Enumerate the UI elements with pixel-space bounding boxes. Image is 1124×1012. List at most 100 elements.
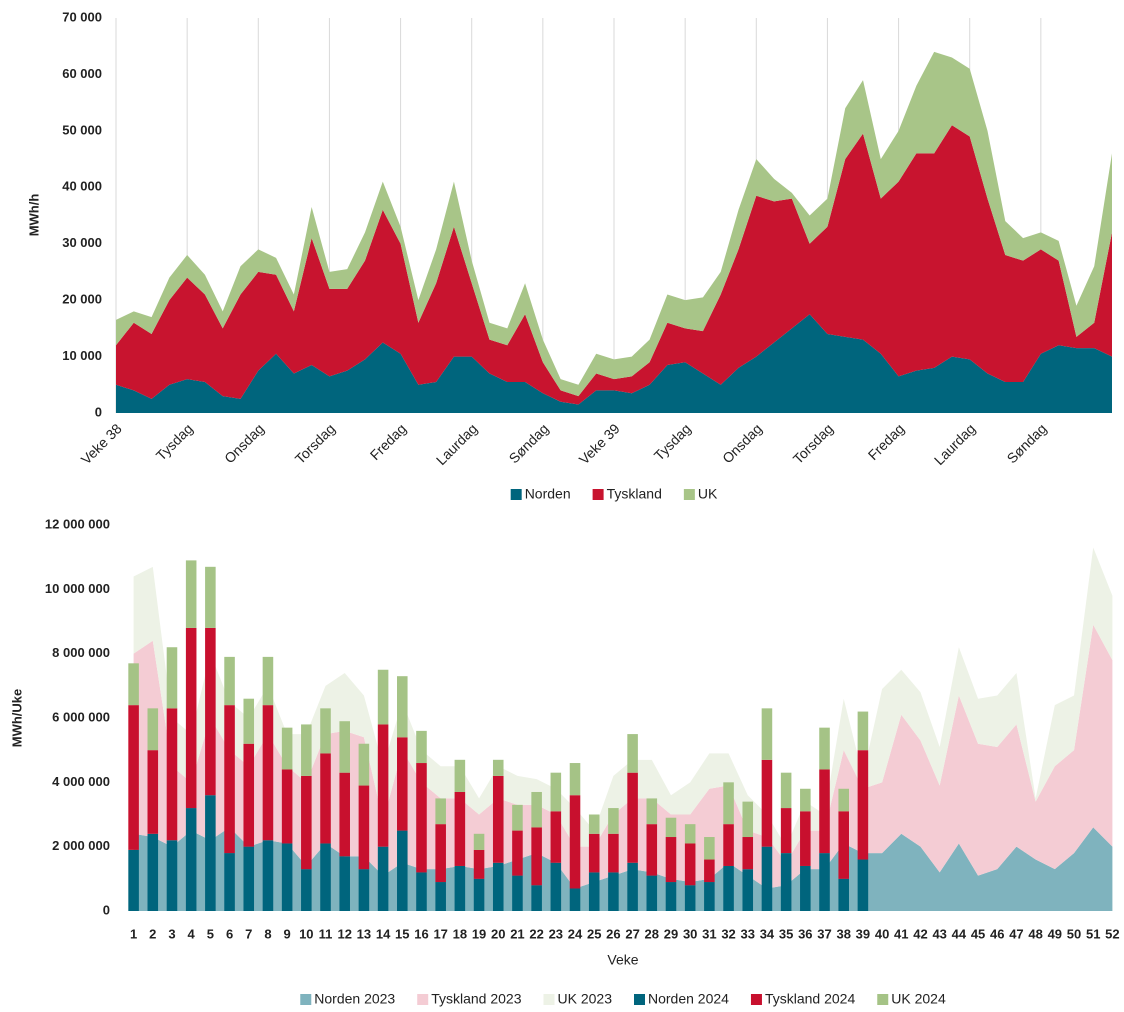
bar bbox=[588, 814, 600, 834]
bar bbox=[128, 663, 139, 706]
legend-label: UK bbox=[698, 486, 718, 502]
bar bbox=[684, 824, 696, 844]
x-tick-label: 35 bbox=[779, 926, 793, 941]
bar bbox=[147, 750, 159, 834]
bar bbox=[358, 743, 370, 786]
bar bbox=[166, 647, 178, 709]
y-tick-label: 0 bbox=[95, 404, 102, 419]
x-tick-label: 33 bbox=[741, 926, 755, 941]
x-tick-label: 20 bbox=[491, 926, 505, 941]
x-tick-label: 45 bbox=[971, 926, 985, 941]
area bbox=[116, 51, 1112, 397]
legend-swatch bbox=[300, 994, 312, 1005]
x-tick-label: Torsdag bbox=[790, 420, 837, 467]
x-tick-label: 2 bbox=[149, 926, 156, 941]
bar bbox=[492, 775, 504, 863]
y-tick-label: 8 000 000 bbox=[52, 645, 110, 660]
bar bbox=[435, 882, 446, 911]
x-tick-label: 49 bbox=[1048, 926, 1062, 941]
x-tick-label: 16 bbox=[414, 926, 428, 941]
legend-swatch bbox=[417, 994, 429, 1005]
bar bbox=[627, 734, 638, 773]
bar bbox=[819, 853, 830, 911]
x-tick-label: 8 bbox=[264, 926, 271, 941]
bar bbox=[473, 878, 485, 911]
y-tick-label: 10 000 bbox=[62, 348, 102, 363]
x-tick-label: Søndag bbox=[506, 420, 552, 466]
bar bbox=[742, 801, 754, 838]
bar bbox=[742, 837, 754, 870]
legend-label: Tyskland 2024 bbox=[765, 991, 855, 1007]
legend-label: Norden bbox=[525, 486, 571, 502]
x-tick-label: 22 bbox=[529, 926, 543, 941]
bar bbox=[243, 846, 255, 911]
bar bbox=[531, 885, 542, 911]
x-tick-label: 9 bbox=[284, 926, 291, 941]
x-tick-label: 30 bbox=[683, 926, 697, 941]
bar bbox=[281, 769, 293, 844]
area bbox=[116, 314, 1112, 413]
bar bbox=[838, 878, 849, 911]
bar bbox=[166, 708, 178, 841]
y-tick-label: 50 000 bbox=[62, 122, 102, 137]
bar bbox=[800, 811, 811, 866]
bar bbox=[569, 763, 581, 796]
x-tick-label: 7 bbox=[245, 926, 252, 941]
bar bbox=[492, 862, 504, 911]
x-tick-label: Fredag bbox=[367, 420, 410, 463]
x-tick-label: Tysdag bbox=[153, 420, 196, 463]
bar bbox=[704, 859, 715, 883]
bar bbox=[857, 711, 869, 751]
x-tick-label: 25 bbox=[587, 926, 601, 941]
bar bbox=[185, 808, 197, 911]
legend-swatch bbox=[750, 994, 762, 1005]
legend-swatch bbox=[683, 489, 695, 500]
bar bbox=[512, 875, 523, 911]
bar bbox=[646, 798, 658, 825]
bar bbox=[416, 730, 427, 764]
bar bbox=[780, 808, 792, 854]
bar bbox=[339, 721, 350, 773]
x-tick-label: Onsdag bbox=[719, 420, 765, 466]
x-tick-label: 46 bbox=[990, 926, 1004, 941]
x-tick-label: 28 bbox=[645, 926, 659, 941]
x-tick-label: 1 bbox=[130, 926, 137, 941]
bar bbox=[723, 865, 734, 911]
bar bbox=[742, 869, 754, 911]
x-tick-label: 48 bbox=[1028, 926, 1042, 941]
y-tick-label: 4 000 000 bbox=[52, 774, 110, 789]
bar bbox=[646, 875, 658, 911]
bar bbox=[588, 833, 600, 873]
area bbox=[116, 125, 1112, 405]
y-tick-label: 6 000 000 bbox=[52, 709, 110, 724]
bar bbox=[819, 769, 830, 854]
bar bbox=[780, 853, 792, 911]
bar bbox=[224, 853, 235, 911]
bar bbox=[723, 782, 734, 825]
bar bbox=[800, 865, 811, 911]
bar bbox=[377, 724, 389, 847]
x-tick-label: 19 bbox=[472, 926, 486, 941]
x-tick-label: 13 bbox=[357, 926, 371, 941]
legend-label: UK 2024 bbox=[891, 991, 946, 1007]
bar bbox=[243, 698, 255, 744]
x-tick-label: 15 bbox=[395, 926, 409, 941]
x-tick-label: Søndag bbox=[1004, 420, 1050, 466]
legend-label: Norden 2023 bbox=[314, 991, 395, 1007]
x-tick-label: Onsdag bbox=[221, 420, 267, 466]
bar bbox=[819, 727, 830, 770]
x-tick-label: 43 bbox=[932, 926, 946, 941]
y-tick-label: 2 000 000 bbox=[52, 838, 110, 853]
bar bbox=[512, 830, 523, 876]
y-tick-label: 30 000 bbox=[62, 235, 102, 250]
x-tick-label: 24 bbox=[568, 926, 583, 941]
bar bbox=[397, 830, 408, 911]
bar bbox=[704, 882, 715, 911]
x-tick-label: 17 bbox=[433, 926, 447, 941]
bar bbox=[262, 840, 274, 911]
y-axis-label: MWh/Uke bbox=[9, 689, 24, 748]
bar bbox=[665, 817, 677, 838]
x-tick-label: 4 bbox=[188, 926, 196, 941]
